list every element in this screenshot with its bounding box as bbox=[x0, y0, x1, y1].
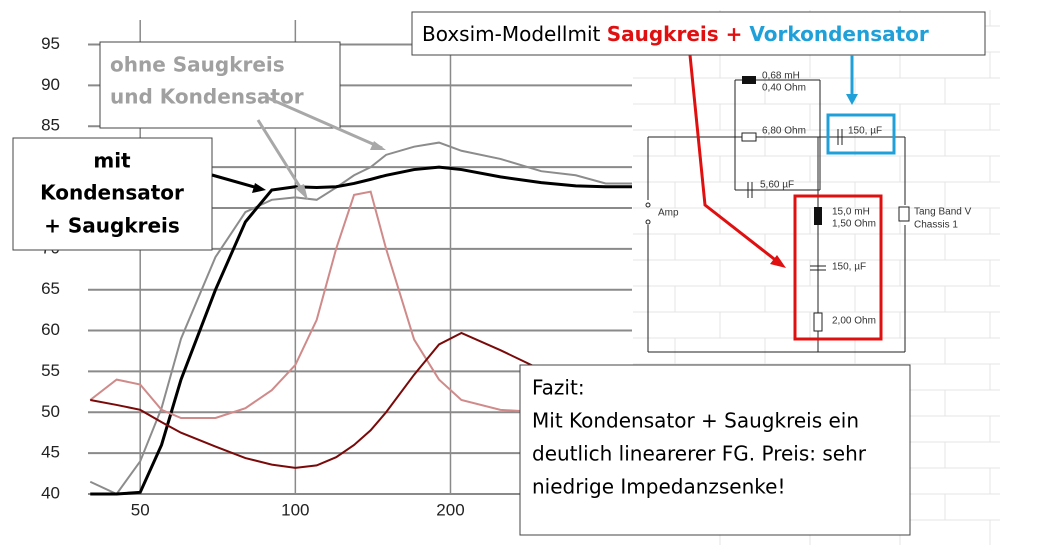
headline-part: Saugkreis + bbox=[607, 22, 750, 46]
headline: Boxsim-Modellmit Saugkreis + Vorkondensa… bbox=[411, 11, 986, 268]
x-tick-label: 50 bbox=[131, 500, 150, 519]
y-tick-label: 65 bbox=[41, 279, 60, 298]
schematic-label: Chassis 1 bbox=[914, 220, 958, 231]
annotation-text: + Saugkreis bbox=[44, 214, 180, 238]
grey-annotation: ohne Saugkreis und Kondensator bbox=[99, 41, 386, 200]
y-tick-label: 95 bbox=[41, 34, 60, 53]
annotation-text: ohne Saugkreis bbox=[110, 53, 285, 77]
schematic-label: 6,80 Ohm bbox=[762, 126, 806, 137]
schematic-label: Tang Band V bbox=[914, 207, 972, 218]
schematic-label: 150, µF bbox=[832, 262, 866, 273]
schematic-label: 5,60 µF bbox=[760, 180, 794, 191]
y-tick-label: 85 bbox=[41, 116, 60, 135]
annotation-text: mit bbox=[93, 149, 131, 173]
x-tick-label: 100 bbox=[281, 500, 309, 519]
schematic-label: 2,00 Ohm bbox=[832, 316, 876, 327]
y-tick-label: 40 bbox=[41, 483, 60, 502]
fazit-text: Mit Kondensator + Saugkreis ein bbox=[532, 409, 859, 433]
y-tick-label: 50 bbox=[41, 402, 60, 421]
series-line bbox=[89, 141, 632, 496]
schematic-label: 1,50 Ohm bbox=[832, 219, 876, 230]
schematic-label: 0,68 mH bbox=[762, 71, 800, 82]
y-tick-label: 90 bbox=[41, 75, 60, 94]
headline-part: Boxsim-Modellmit bbox=[422, 22, 607, 46]
schematic-label: 150, µF bbox=[848, 126, 882, 137]
fazit-text: Fazit: bbox=[532, 376, 585, 400]
annotation-text: und Kondensator bbox=[110, 85, 304, 109]
black-annotation: mit Kondensator + Saugkreis bbox=[12, 137, 266, 251]
schematic-label: 15,0 mH bbox=[832, 207, 870, 218]
y-tick-label: 45 bbox=[41, 443, 60, 462]
y-tick-label: 60 bbox=[41, 320, 60, 339]
annotation-text: Kondensator bbox=[40, 181, 184, 205]
fazit-text: deutlich linearerer FG. Preis: sehr bbox=[532, 442, 867, 466]
series-line bbox=[90, 331, 633, 469]
fazit: Fazit: Mit Kondensator + Saugkreis ein d… bbox=[519, 364, 911, 536]
x-tick-label: 200 bbox=[436, 500, 464, 519]
y-tick-label: 55 bbox=[41, 361, 60, 380]
series-line bbox=[90, 165, 632, 496]
fazit-text: niedrige Impedanzsenke! bbox=[532, 475, 785, 499]
schematic-label: Amp bbox=[658, 208, 679, 219]
headline-text: Boxsim-Modellmit Saugkreis + Vorkondensa… bbox=[422, 22, 929, 46]
headline-part: Vorkondensator bbox=[749, 22, 929, 46]
schematic-label: 0,40 Ohm bbox=[762, 83, 806, 94]
